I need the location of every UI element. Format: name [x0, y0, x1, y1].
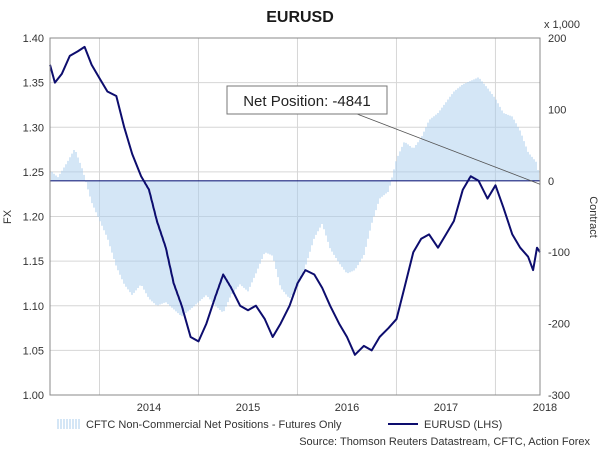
left-tick-label: 1.30: [23, 122, 44, 134]
plot-frame: [49, 37, 541, 396]
annotation-text: Net Position: -4841: [243, 93, 371, 110]
right-tick-label: 0: [548, 176, 554, 188]
left-tick-label: 1.15: [23, 256, 44, 268]
right-tick-label: -100: [548, 247, 570, 259]
x-axis-ticks: 2014 2015 2016 2017 2018: [137, 402, 557, 414]
eurusd-series-line: [49, 45, 541, 356]
right-axis-unit: x 1,000: [544, 19, 580, 31]
chart-title: EURUSD: [266, 9, 334, 26]
left-tick-label: 1.35: [23, 78, 44, 90]
left-tick-label: 1.10: [23, 301, 44, 313]
legend-bars-swatch: [57, 419, 80, 429]
x-tick-label: 2016: [335, 402, 359, 414]
net-position-annotation: Net Position: -4841: [226, 85, 541, 185]
source-note: Source: Thomson Reuters Datastream, CFTC…: [299, 436, 590, 448]
x-tick-label: 2017: [434, 402, 458, 414]
right-tick-label: -300: [548, 390, 570, 402]
left-axis-ticks: 1.00 1.05 1.10 1.15 1.20 1.25 1.30 1.35 1.40: [23, 33, 44, 402]
net-position-bars: [49, 77, 541, 317]
left-axis-label: FX: [2, 209, 14, 224]
x-tick-label: 2014: [137, 402, 161, 414]
left-tick-label: 1.40: [23, 33, 44, 45]
left-tick-label: 1.00: [23, 390, 44, 402]
legend-bars-label: CFTC Non-Commercial Net Positions - Futu…: [86, 419, 342, 431]
right-axis-label: Contract: [587, 196, 599, 238]
legend: CFTC Non-Commercial Net Positions - Futu…: [57, 419, 502, 431]
right-axis-ticks: -300 -200 -100 0 100 200: [548, 33, 570, 402]
annotation-leader-line: [356, 113, 541, 185]
right-tick-label: -200: [548, 319, 570, 331]
right-tick-label: 100: [548, 104, 566, 116]
right-tick-label: 200: [548, 33, 566, 45]
x-tick-label: 2015: [236, 402, 260, 414]
eurusd-line: [49, 45, 541, 356]
annotation-box: [226, 85, 388, 115]
left-tick-label: 1.20: [23, 212, 44, 224]
left-tick-label: 1.25: [23, 167, 44, 179]
left-tick-label: 1.05: [23, 345, 44, 357]
x-tick-label: 2018: [533, 402, 557, 414]
legend-line-label: EURUSD (LHS): [424, 419, 502, 431]
